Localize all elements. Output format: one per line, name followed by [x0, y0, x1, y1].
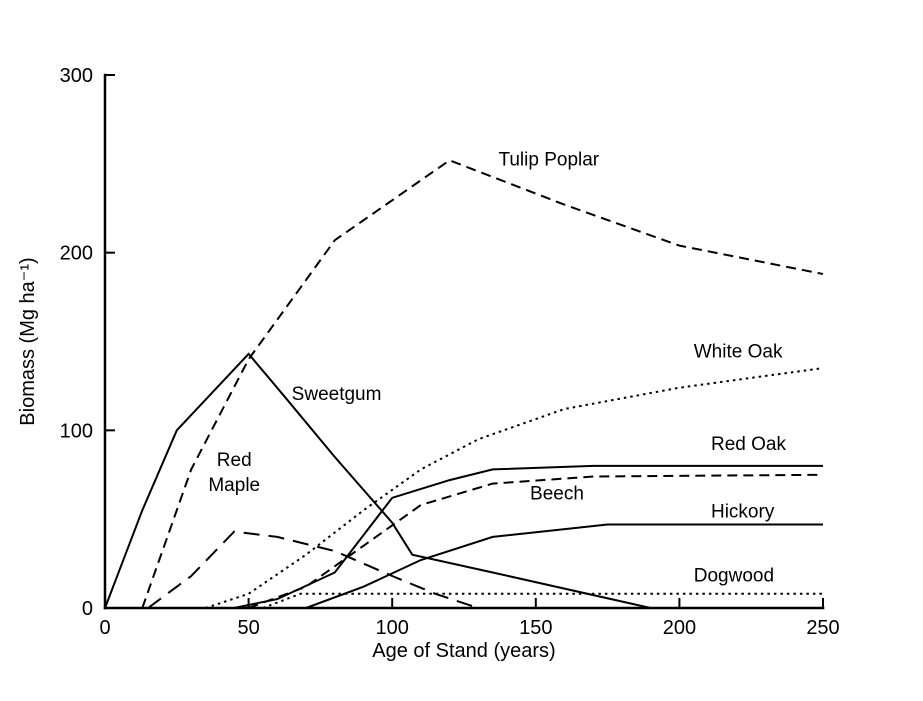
series-line-tulip-poplar	[141, 159, 824, 609]
y-tick-label-0: 0	[82, 598, 93, 620]
x-tick-label-50: 50	[237, 617, 259, 639]
series-label-red-oak: Red Oak	[711, 434, 786, 455]
x-tick-label-200: 200	[663, 617, 696, 639]
x-tick-label-250: 250	[806, 617, 839, 639]
x-axis-label: Age of Stand (years)	[372, 640, 555, 662]
series-line-hickory	[305, 523, 823, 609]
series-line-sweetgum	[104, 352, 651, 609]
y-axis-label: Biomass (Mg ha⁻¹)	[17, 257, 39, 425]
series-line-dogwood	[262, 592, 823, 609]
series-line-beech	[248, 473, 824, 609]
series-label-hickory: Hickory	[711, 501, 775, 522]
x-tick-label-0: 0	[99, 617, 110, 639]
series-label-dogwood: Dogwood	[694, 565, 774, 586]
x-tick-label-150: 150	[519, 617, 552, 639]
series-label-red-maple: Red Maple	[208, 450, 260, 496]
series-label-beech: Beech	[530, 484, 584, 505]
series-label-white-oak: White Oak	[694, 341, 783, 362]
x-tick-label-100: 100	[376, 617, 409, 639]
series-label-tulip-poplar: Tulip Poplar	[498, 150, 599, 171]
y-tick-label-100: 100	[60, 420, 93, 442]
y-tick-label-300: 300	[60, 65, 93, 87]
series-line-red-oak	[233, 464, 823, 609]
series-label-sweetgum: Sweetgum	[292, 384, 382, 405]
series-line-red-maple	[147, 530, 479, 609]
y-tick-label-200: 200	[60, 243, 93, 265]
